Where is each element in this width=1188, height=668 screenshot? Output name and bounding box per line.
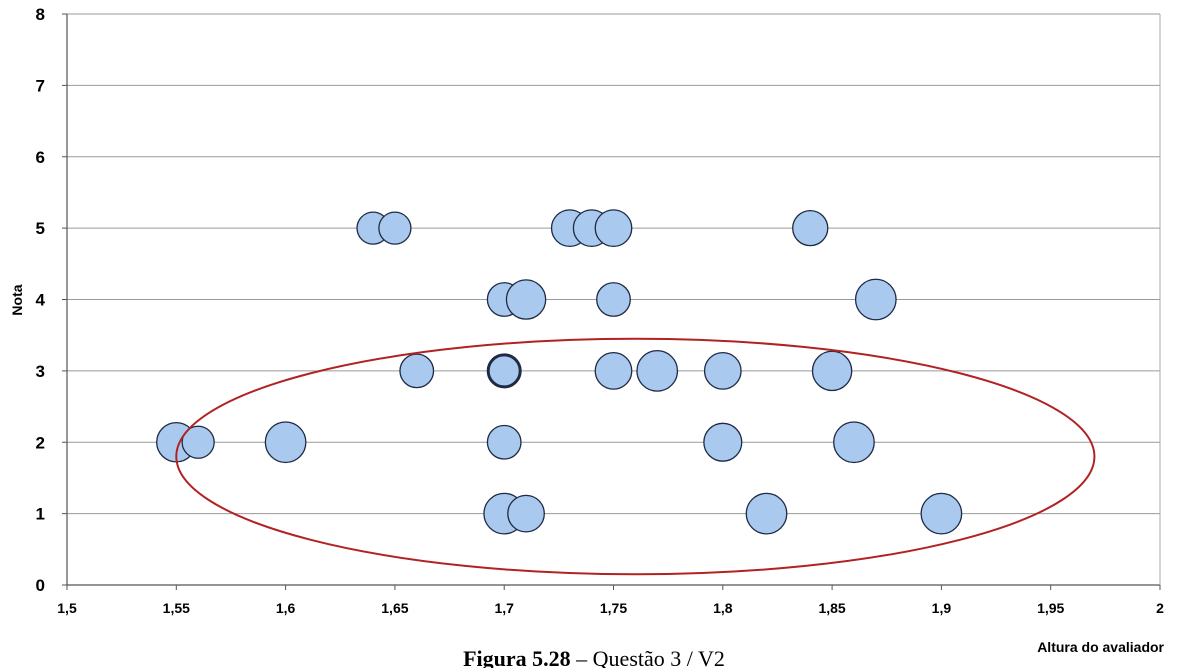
y-tick-label: 4 [36, 291, 46, 310]
x-tick-label: 1,75 [600, 600, 627, 616]
y-axis-label: Nota [9, 284, 25, 315]
bubble [505, 279, 547, 320]
bubble [507, 494, 545, 533]
y-tick-label: 1 [36, 505, 45, 524]
bubbles [156, 209, 963, 535]
x-tick-label: 1,7 [494, 600, 514, 616]
bubble [181, 425, 215, 459]
bubble [596, 282, 631, 317]
y-tick-label: 0 [36, 576, 45, 595]
bubble [703, 422, 743, 462]
bubble [378, 211, 412, 245]
axes [66, 14, 1161, 586]
x-tick-label: 1,9 [932, 600, 952, 616]
bubble [703, 351, 742, 390]
y-tick-label: 3 [36, 362, 45, 381]
bubble [745, 492, 788, 535]
x-axis-label: Altura do avaliador [1037, 639, 1164, 655]
x-tick-labels: 1,5 1,55 1,6 1,65 1,7 1,75 1,8 1,85 1,9 1,95 2 [57, 585, 1164, 616]
grid-lines [67, 13, 1160, 515]
bubble [792, 209, 829, 247]
x-tick-label: 1,6 [276, 600, 296, 616]
bubble [833, 421, 875, 464]
bubble [920, 492, 963, 535]
x-tick-label: 2 [1156, 600, 1164, 616]
x-tick-label: 1,8 [713, 600, 733, 616]
highlight-ellipse-shape [175, 337, 1096, 576]
x-tick-label: 1,55 [163, 600, 190, 616]
x-tick-label: 1,85 [818, 600, 845, 616]
y-tick-label: 7 [36, 76, 45, 95]
bubble [264, 421, 307, 464]
highlight-ellipse [175, 337, 1096, 576]
x-tick-label: 1,95 [1037, 600, 1064, 616]
figure-caption: Figura 5.28 – Questão 3 / V2 [463, 646, 725, 668]
caption-text: Questão 3 / V2 [593, 646, 725, 668]
bubble [636, 349, 679, 392]
caption-label: Figura 5.28 [463, 646, 571, 668]
y-tick-label: 2 [36, 433, 45, 452]
bubble [811, 350, 853, 392]
bubble [399, 353, 435, 389]
bubble [486, 353, 522, 389]
bubble [486, 424, 522, 460]
y-tick-label: 8 [36, 5, 45, 24]
caption-separator: – [571, 646, 593, 668]
y-tick-label: 6 [36, 148, 45, 167]
bubble [594, 351, 633, 390]
x-tick-label: 1,65 [381, 600, 408, 616]
x-tick-label: 1,5 [57, 600, 77, 616]
y-tick-label: 5 [36, 219, 45, 238]
bubble [594, 209, 633, 248]
bubble [854, 278, 897, 321]
y-tick-labels: 0 1 2 3 4 5 6 7 8 [36, 5, 67, 595]
